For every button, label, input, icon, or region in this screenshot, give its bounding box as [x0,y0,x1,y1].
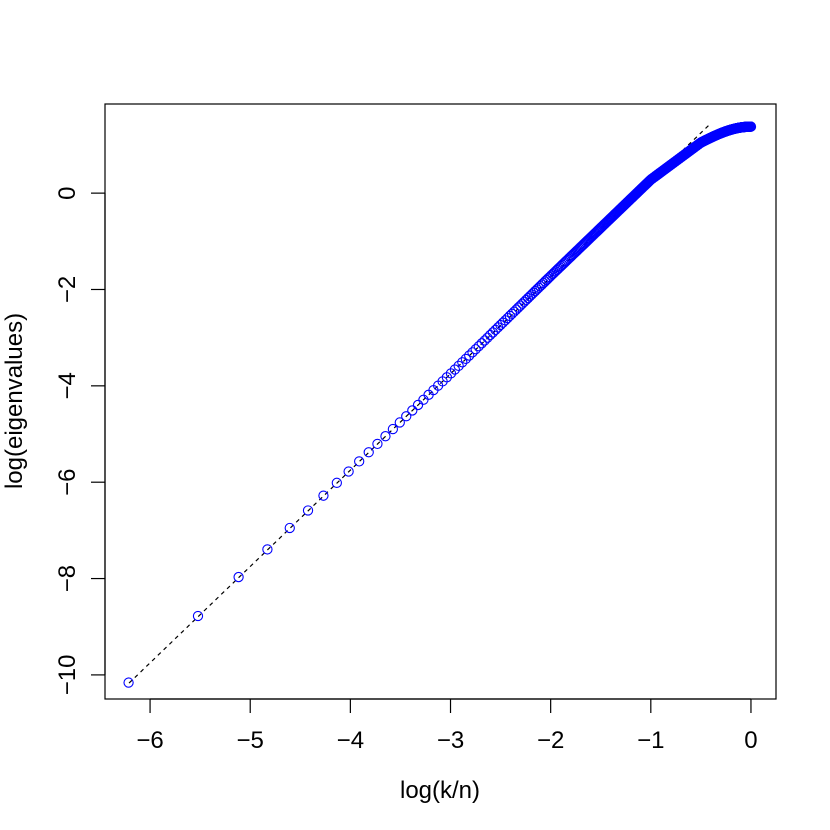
data-point [394,417,405,428]
data-point [460,353,471,365]
data-point [449,364,461,375]
y-axis: −10 −8 −6 −4 −2 0 [54,186,106,696]
data-point [517,298,528,309]
data-point [476,338,487,349]
data-point [453,360,464,372]
data-point [262,544,273,555]
data-point [363,447,374,458]
data-point [331,477,342,488]
data-point [467,347,478,358]
data-point [412,399,424,411]
data-point [482,332,493,343]
data-point [479,335,490,346]
data-point [515,300,526,311]
data-point [123,677,134,688]
y-axis-label: log(eigenvalues) [1,313,28,489]
y-tick-label: −10 [54,655,81,696]
data-point [318,490,329,501]
points-layer [123,121,757,688]
data-point [302,505,314,516]
data-point [445,368,457,379]
x-axis-label: log(k/n) [400,777,480,804]
data-point [387,423,399,435]
reference-line [128,124,710,684]
data-point [473,341,484,352]
y-tick-label: 0 [54,186,81,199]
data-point [354,456,365,467]
x-tick-label: −3 [437,727,464,754]
data-point [521,294,532,306]
data-point [519,296,530,307]
x-tick-label: −4 [337,727,364,754]
data-point [407,405,418,416]
data-point [522,292,534,304]
data-point [470,344,481,355]
data-point [513,302,524,313]
x-tick-label: −5 [237,727,264,754]
data-point [745,121,757,132]
y-tick-label: −6 [54,469,81,496]
x-axis: −6 −5 −4 −3 −2 −1 0 [136,698,758,754]
reference-line-layer [128,124,710,684]
x-tick-label: −2 [537,727,564,754]
data-point [524,291,536,302]
y-tick-label: −8 [54,565,81,592]
data-point [401,411,412,422]
y-tick-label: −4 [54,372,81,399]
data-point [233,571,244,583]
data-point [372,438,383,450]
data-point [380,431,391,442]
data-point [343,466,354,477]
x-tick-label: −1 [637,727,664,754]
x-tick-label: −6 [136,727,163,754]
data-point [192,610,204,622]
data-point [485,329,496,341]
y-tick-label: −2 [54,276,81,303]
data-point [464,350,475,361]
data-point [284,522,295,534]
x-tick-label: 0 [744,727,757,754]
data-point [457,357,468,368]
